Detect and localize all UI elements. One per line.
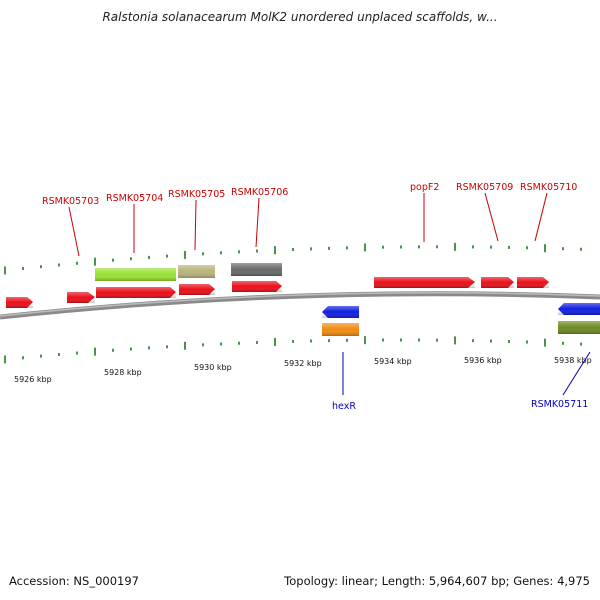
sequence-backbone-highlight bbox=[0, 291, 600, 317]
gene-label-rsmk05703[interactable]: RSMK05703 bbox=[42, 196, 99, 207]
gene-label-hexr[interactable]: hexR bbox=[332, 401, 356, 412]
summary-text: Topology: linear; Length: 5,964,607 bp; … bbox=[284, 574, 590, 588]
scale-label-5930: 5930 kbp bbox=[194, 363, 232, 372]
map-title: Ralstonia solanacearum MolK2 unordered u… bbox=[102, 10, 498, 24]
upper-tick-track bbox=[4, 242, 582, 275]
feature-shading bbox=[6, 263, 600, 336]
gene-label-popf2[interactable]: popF2 bbox=[410, 182, 439, 193]
sequence-backbone bbox=[0, 291, 600, 320]
scale-label-5932: 5932 kbp bbox=[284, 359, 322, 368]
gene-label-rsmk05704[interactable]: RSMK05704 bbox=[106, 193, 163, 204]
scale-label-5938: 5938 kbp bbox=[554, 356, 592, 365]
gene-label-rsmk05705[interactable]: RSMK05705 bbox=[168, 189, 225, 200]
gene-label-rsmk05709[interactable]: RSMK05709 bbox=[456, 182, 513, 193]
scale-labels: 5926 kbp 5928 kbp 5930 kbp 5932 kbp 5934… bbox=[14, 356, 592, 384]
accession-text: Accession: NS_000197 bbox=[9, 574, 139, 588]
gene-label-rsmk05711[interactable]: RSMK05711 bbox=[531, 399, 588, 410]
scale-label-5926: 5926 kbp bbox=[14, 375, 52, 384]
gene-label-rsmk05710[interactable]: RSMK05710 bbox=[520, 182, 577, 193]
gene-labels: RSMK05703 RSMK05704 RSMK05705 RSMK05706 … bbox=[42, 182, 588, 412]
scale-label-5936: 5936 kbp bbox=[464, 356, 502, 365]
lower-tick-track bbox=[4, 336, 582, 364]
scale-label-5928: 5928 kbp bbox=[104, 368, 142, 377]
scale-label-5934: 5934 kbp bbox=[374, 357, 412, 366]
gene-label-rsmk05706[interactable]: RSMK05706 bbox=[231, 187, 288, 198]
label-leaders bbox=[68, 192, 591, 396]
